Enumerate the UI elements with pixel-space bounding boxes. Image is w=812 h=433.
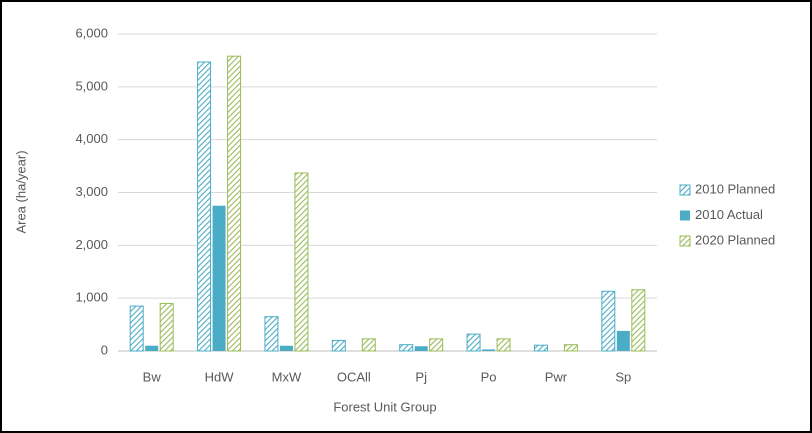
x-tick-label: Pwr bbox=[545, 369, 568, 384]
x-tick-label: HdW bbox=[205, 369, 235, 384]
bar bbox=[227, 55, 242, 352]
bar bbox=[496, 338, 511, 352]
y-tick-label: 0 bbox=[101, 342, 108, 357]
legend-label: 2010 Actual bbox=[695, 207, 763, 222]
bar bbox=[466, 333, 481, 352]
bar bbox=[414, 346, 428, 351]
legend-swatch bbox=[679, 235, 691, 247]
bar bbox=[212, 205, 226, 351]
bar bbox=[482, 349, 496, 351]
y-tick-label: 3,000 bbox=[75, 184, 108, 199]
bar bbox=[399, 344, 414, 352]
bar bbox=[145, 345, 159, 351]
legend-swatch bbox=[680, 210, 690, 221]
y-tick-label: 1,000 bbox=[75, 290, 108, 305]
bar bbox=[197, 61, 212, 352]
x-tick-label: OCAll bbox=[337, 369, 371, 384]
legend-swatch bbox=[679, 184, 691, 196]
x-tick-label: Pj bbox=[415, 369, 427, 384]
bar bbox=[159, 302, 174, 352]
y-tick-label: 5,000 bbox=[75, 78, 108, 93]
bar bbox=[279, 345, 293, 351]
bar bbox=[631, 289, 646, 352]
bar bbox=[563, 344, 578, 352]
y-tick-label: 6,000 bbox=[75, 25, 108, 40]
bar bbox=[294, 172, 309, 352]
x-tick-label: Bw bbox=[143, 369, 162, 384]
legend-label: 2010 Planned bbox=[695, 181, 775, 196]
bar bbox=[601, 290, 616, 352]
bar bbox=[331, 339, 346, 352]
bar bbox=[533, 344, 548, 352]
y-tick-label: 2,000 bbox=[75, 237, 108, 252]
x-axis-label: Forest Unit Group bbox=[333, 399, 436, 414]
y-tick-label: 4,000 bbox=[75, 131, 108, 146]
x-tick-label: Sp bbox=[615, 369, 631, 384]
bar bbox=[129, 305, 144, 352]
legend-label: 2020 Planned bbox=[695, 232, 775, 247]
x-tick-label: Po bbox=[481, 369, 497, 384]
y-axis-label: Area (ha/year) bbox=[13, 150, 28, 233]
bar bbox=[264, 316, 279, 352]
bar bbox=[616, 330, 630, 351]
bar bbox=[361, 338, 376, 352]
x-tick-label: MxW bbox=[272, 369, 302, 384]
bar bbox=[429, 338, 444, 352]
